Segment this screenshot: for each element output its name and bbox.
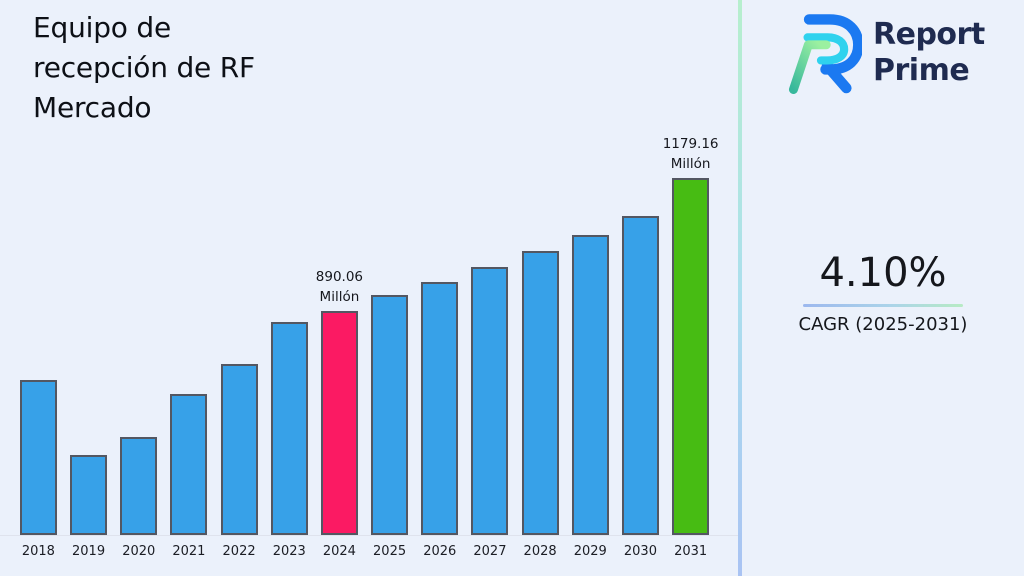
bar-2026 [421, 282, 459, 535]
bar-value-label-2024: 890.06 Millón [315, 269, 364, 305]
bar-2031 [672, 178, 710, 535]
bar-value-label-2031: 1179.16 Millón [662, 136, 719, 172]
x-tick-2018: 2018 [21, 544, 55, 559]
x-tick-2021: 2021 [172, 544, 206, 559]
x-tick-2026: 2026 [423, 544, 457, 559]
x-tick-2019: 2019 [72, 544, 106, 559]
report-prime-logo: Report Prime [786, 12, 985, 94]
x-tick-2028: 2028 [523, 544, 557, 559]
bar-2022 [220, 364, 258, 535]
x-tick-2027: 2027 [473, 544, 507, 559]
bar-2029 [571, 235, 609, 535]
x-tick-2020: 2020 [122, 544, 156, 559]
report-prime-wordmark: Report Prime [873, 17, 985, 89]
bar-2024 [320, 311, 358, 535]
x-tick-2029: 2029 [573, 544, 607, 559]
logo-line-prime: Prime [873, 53, 970, 88]
bar-2030 [621, 216, 659, 535]
bar-2025 [371, 295, 409, 535]
cagr-block: 4.10% CAGR (2025-2031) [742, 250, 1024, 335]
x-tick-2023: 2023 [272, 544, 306, 559]
bar-2023 [270, 322, 308, 535]
x-tick-2030: 2030 [623, 544, 657, 559]
chart-title: Equipo de recepción de RF Mercado [33, 11, 255, 124]
bar-2019 [70, 455, 108, 535]
x-tick-2025: 2025 [373, 544, 407, 559]
bar-2021 [170, 394, 208, 535]
bar-2018 [19, 380, 57, 535]
x-tick-2031: 2031 [674, 544, 708, 559]
bar-2027 [471, 267, 509, 535]
x-axis-line [0, 535, 738, 536]
x-tick-2024: 2024 [322, 544, 356, 559]
bar-2028 [521, 251, 559, 535]
cagr-underline [803, 304, 963, 307]
cagr-caption: CAGR (2025-2031) [798, 314, 968, 335]
x-tick-2022: 2022 [222, 544, 256, 559]
panel-divider [738, 0, 742, 576]
report-prime-logo-icon [788, 14, 862, 94]
cagr-value: 4.10% [819, 250, 947, 296]
chart-area: Equipo de recepción de RF Mercado 2018 20… [0, 11, 738, 559]
logo-line-report: Report [873, 17, 985, 52]
side-panel: Report Prime 4.10% CAGR (2025-2031) [742, 0, 1024, 576]
bar-2020 [120, 437, 158, 535]
